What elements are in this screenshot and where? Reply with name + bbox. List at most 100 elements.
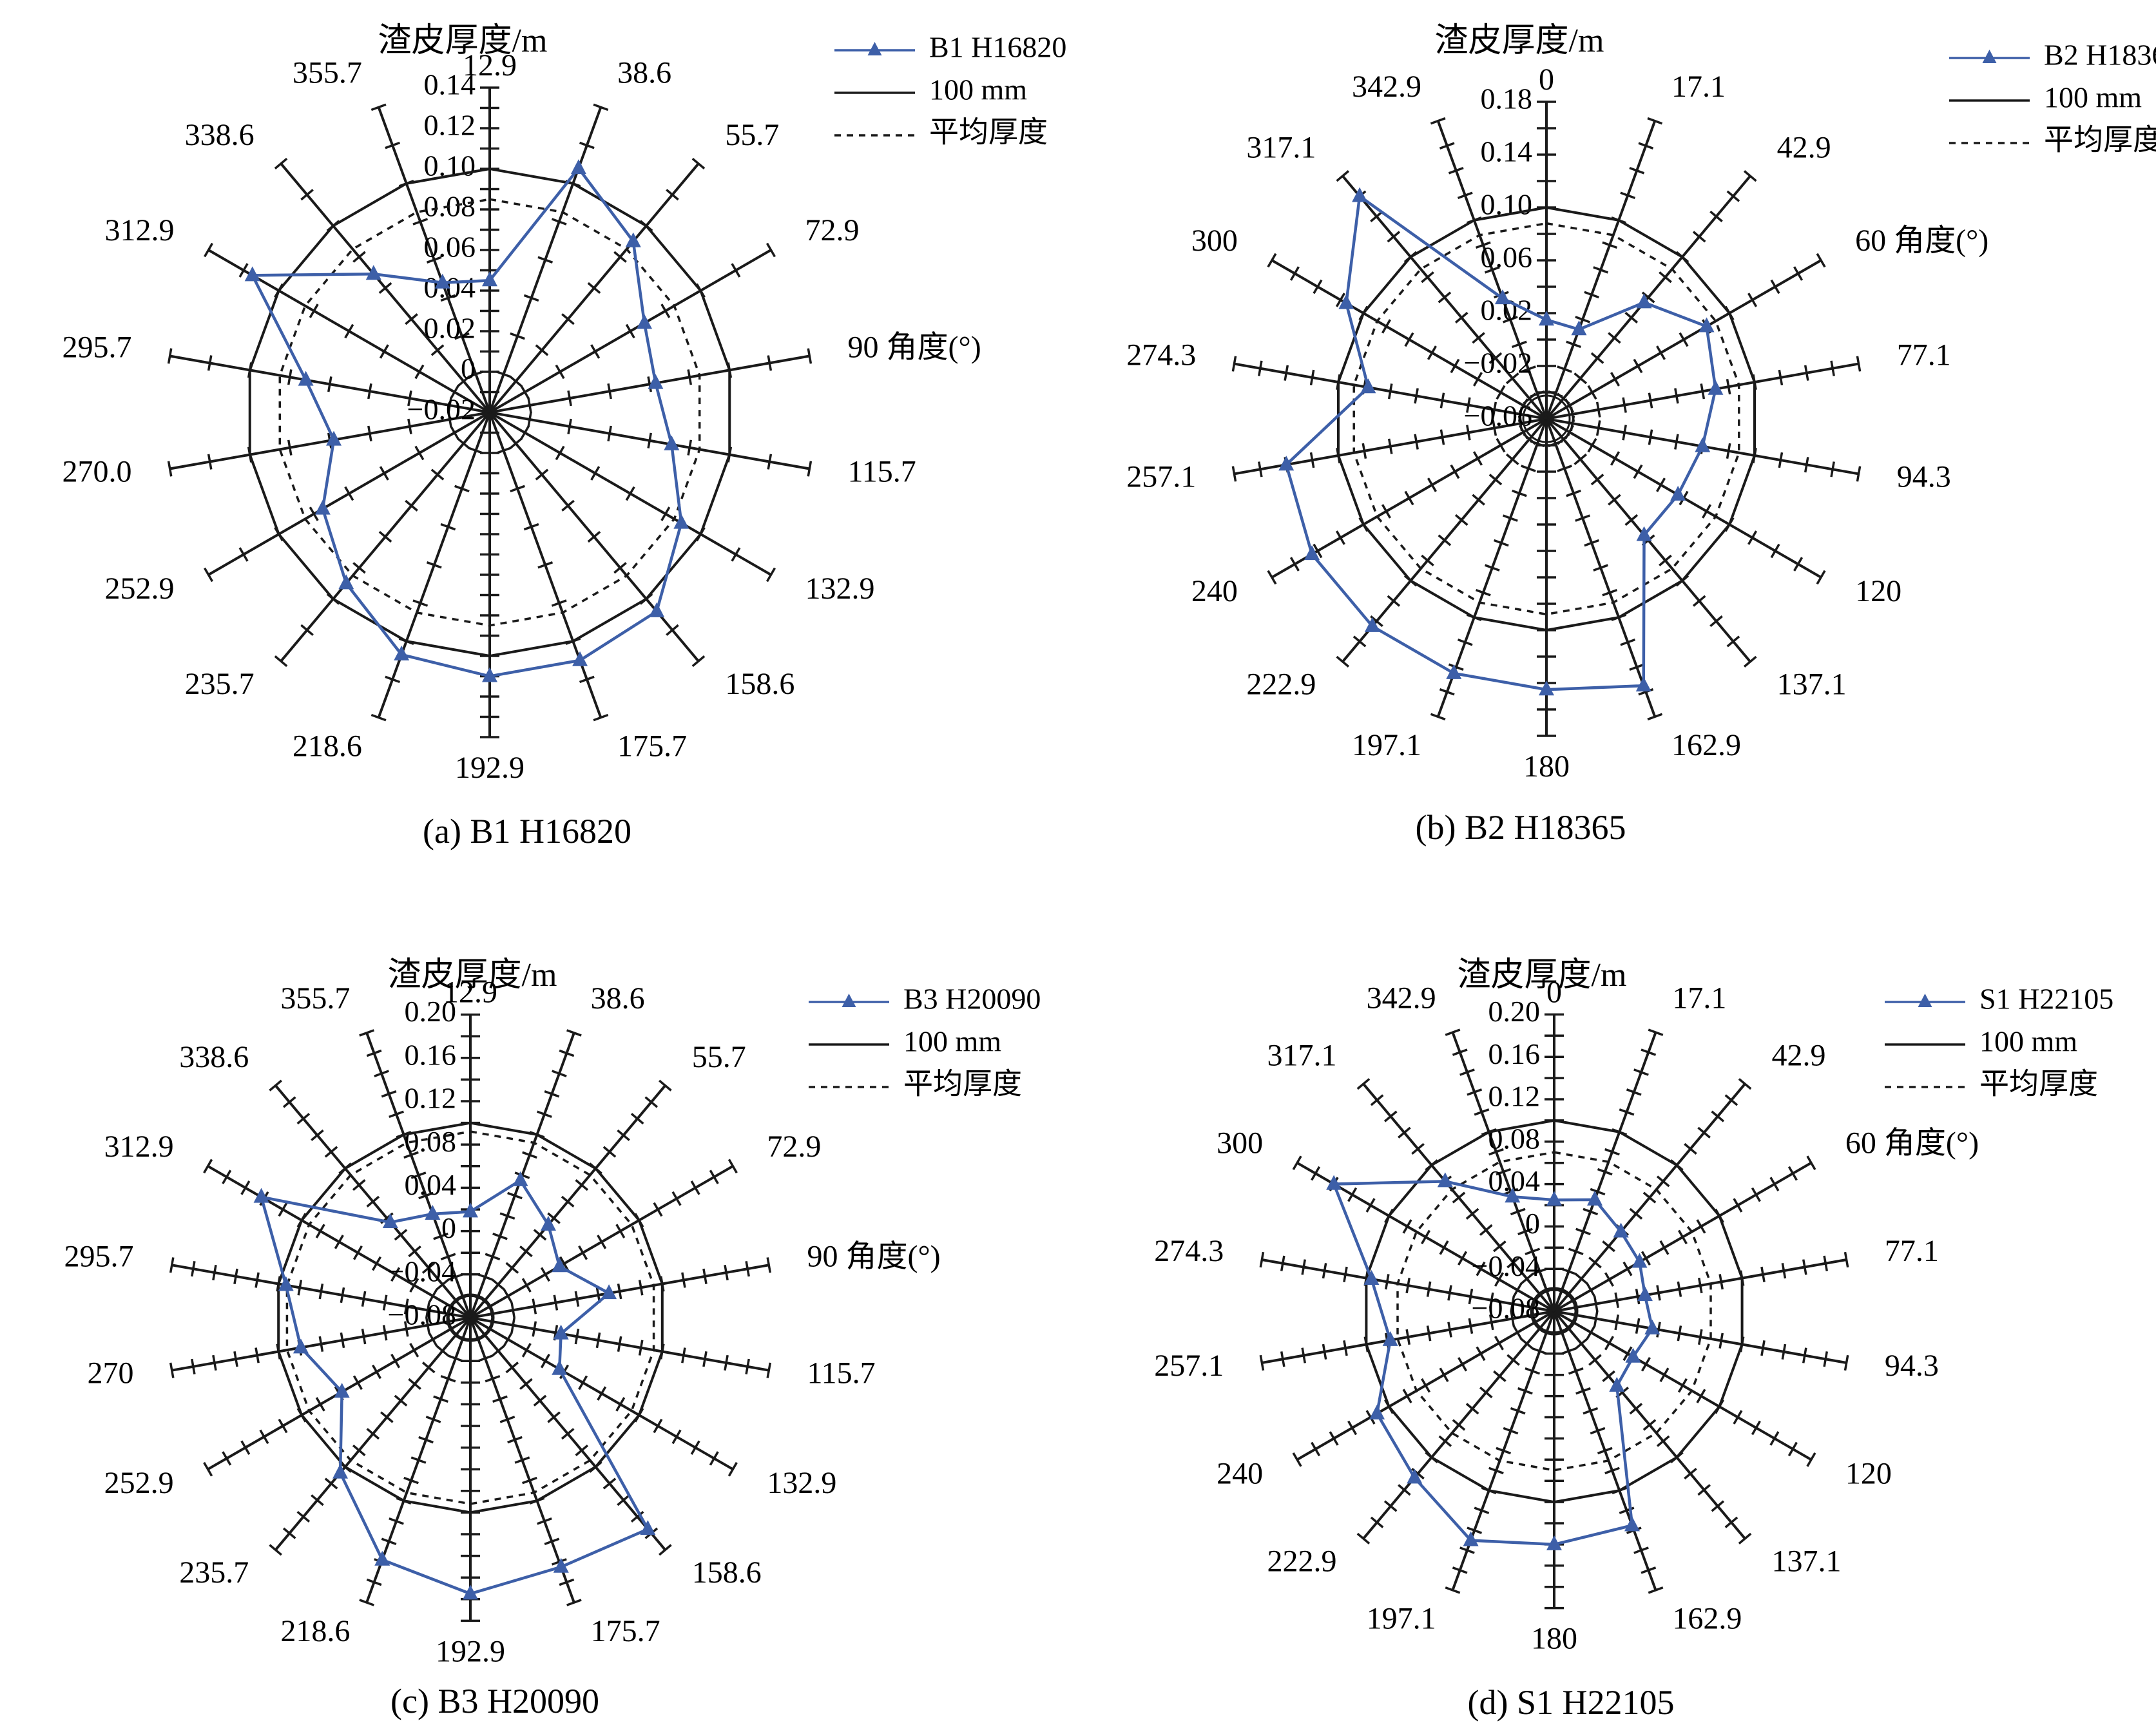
- tick: [318, 1336, 324, 1352]
- series-marker-257.1: [1382, 1331, 1398, 1346]
- tick: [1398, 1484, 1411, 1496]
- tick: [425, 1317, 430, 1333]
- tick: [1743, 655, 1757, 668]
- tick: [1586, 1282, 1596, 1298]
- series-marker-132.9: [552, 1360, 568, 1375]
- category-label-222.9: 222.9: [1267, 1545, 1337, 1579]
- tick: [1656, 345, 1666, 360]
- tick: [1806, 1155, 1816, 1170]
- tick: [559, 1256, 570, 1271]
- tick: [1843, 1354, 1849, 1371]
- legend-label: 100 mm: [2044, 81, 2142, 114]
- ring-average-thickness: [285, 1130, 655, 1505]
- tick: [352, 1179, 366, 1191]
- tick: [653, 1418, 663, 1434]
- tick: [371, 103, 387, 111]
- tick: [385, 675, 401, 684]
- category-label-162.9: 162.9: [1672, 1602, 1742, 1636]
- series-marker-235.7: [332, 1463, 349, 1479]
- legend-label: 平均厚度: [2044, 124, 2156, 157]
- tick: [318, 1284, 324, 1300]
- tick: [613, 251, 627, 263]
- tick: [282, 1096, 296, 1108]
- tick: [1438, 291, 1452, 303]
- tick: [1411, 1142, 1425, 1155]
- tick: [1452, 1048, 1468, 1056]
- series-marker-12.9: [463, 1202, 478, 1218]
- tick: [287, 369, 293, 385]
- tick: [238, 547, 249, 562]
- tick: [1468, 1289, 1474, 1305]
- tick: [418, 1191, 434, 1200]
- series-marker-312.9: [244, 266, 260, 282]
- tick: [381, 1090, 397, 1098]
- tick: [1503, 1427, 1519, 1435]
- tick: [361, 1291, 367, 1307]
- tick: [1575, 1227, 1591, 1236]
- tick: [1496, 385, 1506, 400]
- tick: [1521, 465, 1536, 472]
- tick: [1629, 663, 1645, 671]
- tick: [454, 332, 470, 340]
- tick: [1472, 494, 1485, 506]
- tick: [433, 1395, 448, 1403]
- tick: [1438, 1435, 1452, 1447]
- series-marker-180: [1539, 680, 1554, 696]
- tick: [389, 1517, 404, 1525]
- tick: [1608, 332, 1621, 344]
- axis-tick-label: 0: [1525, 1207, 1540, 1240]
- tick: [300, 189, 314, 201]
- tick: [352, 1245, 363, 1260]
- tick: [1641, 1566, 1657, 1574]
- tick: [1301, 1259, 1307, 1275]
- tick: [1697, 1126, 1711, 1139]
- axis-title-d: 渣皮厚度/m: [1458, 957, 1627, 994]
- tick: [527, 411, 532, 428]
- tick: [514, 1456, 530, 1464]
- tick: [212, 1264, 217, 1281]
- category-label-17.1: 17.1: [1672, 981, 1726, 1015]
- category-label-55.7: 55.7: [692, 1040, 746, 1074]
- series-marker-317.1: [1437, 1172, 1453, 1188]
- tick: [1267, 570, 1277, 585]
- tick: [410, 1171, 427, 1179]
- series-marker-0: [1546, 1191, 1562, 1206]
- series-marker-240: [1304, 545, 1320, 561]
- tick: [1747, 293, 1758, 307]
- tick: [1622, 1261, 1633, 1276]
- series-marker-132.9: [673, 514, 689, 529]
- tick: [1479, 1386, 1493, 1399]
- tick: [544, 1090, 560, 1098]
- tick: [366, 1428, 380, 1440]
- axis-tick-label: 0.02: [424, 312, 476, 345]
- axis-tick-label: 0.16: [1488, 1037, 1541, 1070]
- tick: [505, 1362, 519, 1374]
- tick: [527, 397, 532, 414]
- hub-circle: [446, 1293, 495, 1342]
- axis-tick-label: 0.12: [424, 109, 476, 142]
- tick: [1472, 372, 1483, 387]
- category-label-162.9: 162.9: [1671, 728, 1741, 762]
- category-label-137.1: 137.1: [1771, 1545, 1841, 1579]
- tick: [579, 141, 595, 149]
- tick: [1488, 1314, 1494, 1331]
- series-marker-295.7: [298, 371, 314, 386]
- tick: [1614, 1314, 1620, 1331]
- tick: [1620, 191, 1636, 200]
- series-marker-197.1: [1463, 1531, 1479, 1546]
- tick: [1692, 231, 1706, 243]
- tick: [1381, 504, 1391, 519]
- tick: [547, 1212, 561, 1224]
- tick: [1604, 1272, 1614, 1287]
- tick: [1532, 1267, 1548, 1275]
- tick: [1635, 1289, 1641, 1305]
- axis-tick-label: 0.14: [1481, 135, 1533, 168]
- series-marker-270.0: [326, 430, 342, 446]
- tick: [407, 418, 412, 435]
- tick: [1474, 1108, 1490, 1116]
- tick: [509, 375, 523, 387]
- tick: [287, 439, 293, 456]
- tick: [555, 445, 565, 461]
- series-marker-295.7: [278, 1276, 294, 1291]
- series-marker-0: [1539, 311, 1554, 326]
